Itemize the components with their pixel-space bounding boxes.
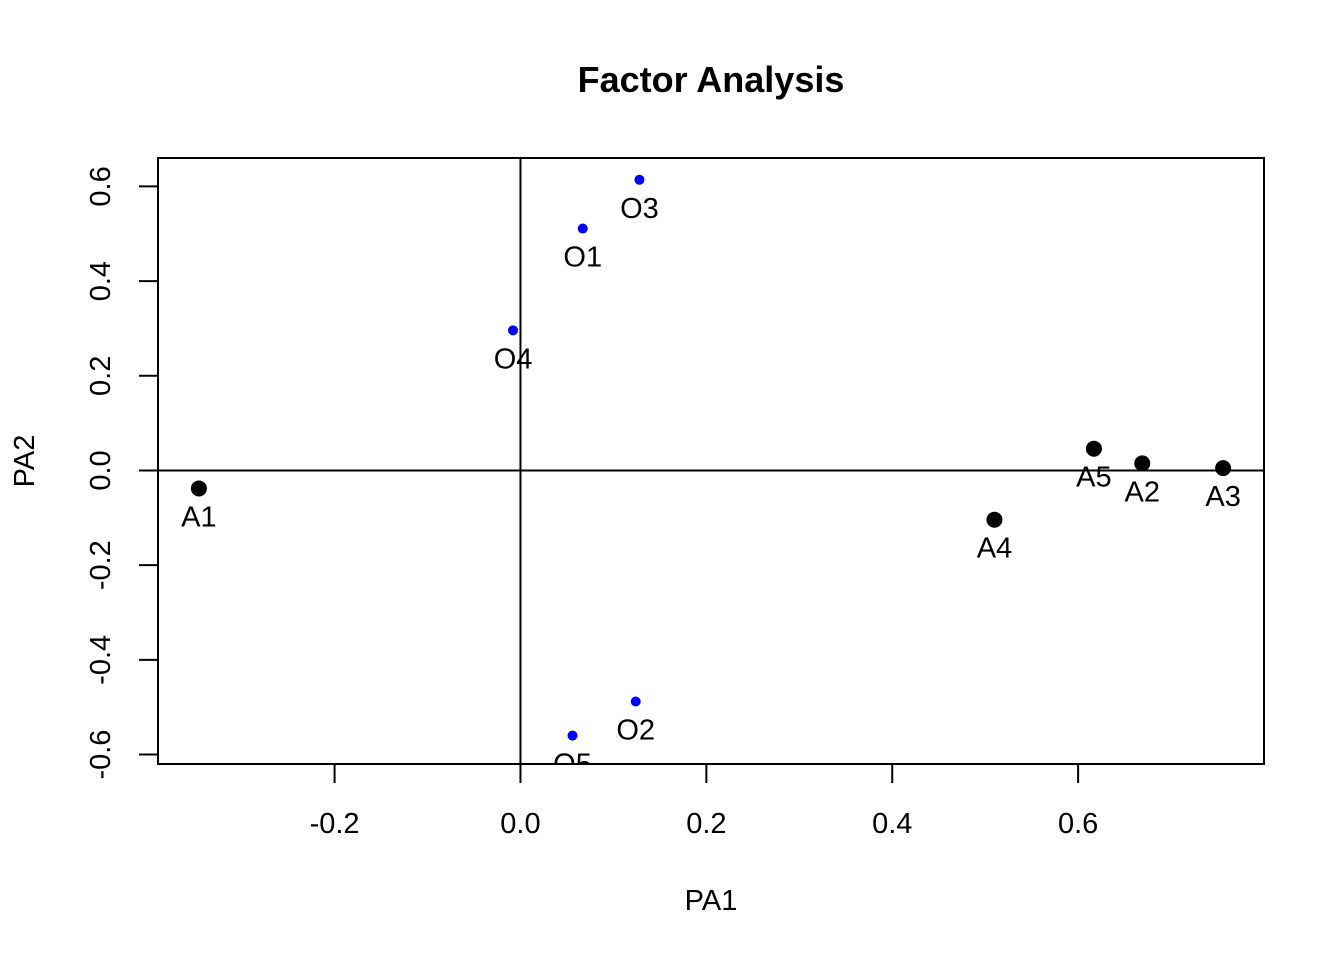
data-point <box>634 174 645 185</box>
point-label: A4 <box>977 533 1012 565</box>
point-label: A2 <box>1125 476 1160 508</box>
point-label: O1 <box>563 242 602 274</box>
x-axis: -0.2 0.0 0.2 0.4 0.6 <box>310 763 1098 840</box>
data-point <box>567 730 578 741</box>
y-tick-label: 0.4 <box>85 261 117 301</box>
y-tick-label: -0.4 <box>85 635 117 685</box>
point-label: O4 <box>494 343 533 375</box>
point-label: O5 <box>553 749 592 781</box>
data-point <box>1215 460 1232 477</box>
x-tick-label: 0.0 <box>500 808 540 840</box>
data-point <box>630 696 641 707</box>
point-label: O2 <box>616 715 655 747</box>
data-point <box>577 223 588 234</box>
y-tick-label: 0.6 <box>85 166 117 206</box>
point-label: A3 <box>1205 481 1240 513</box>
plot-area: A1 A2 A3 A4 A5 O1 O2 O3 O4 O5 <box>157 157 1265 781</box>
y-tick-label: -0.2 <box>85 540 117 590</box>
x-tick-label: 0.4 <box>872 808 912 840</box>
y-tick-label: 0.0 <box>85 450 117 490</box>
point-label: A1 <box>181 501 216 533</box>
point-label: O3 <box>620 193 659 225</box>
data-point <box>986 511 1003 528</box>
y-tick-label: -0.6 <box>85 730 117 780</box>
x-axis-label: PA1 <box>685 885 738 917</box>
x-tick-label: -0.2 <box>310 808 360 840</box>
data-point <box>1134 455 1151 472</box>
point-label: A5 <box>1076 462 1111 494</box>
x-tick-label: 0.2 <box>686 808 726 840</box>
y-tick-label: 0.2 <box>85 356 117 396</box>
y-axis: -0.6 -0.4 -0.2 0.0 0.2 0.4 0.6 <box>85 166 159 780</box>
chart-title: Factor Analysis <box>578 59 845 100</box>
y-axis-label: PA2 <box>9 435 41 488</box>
data-point <box>1085 440 1102 457</box>
data-point <box>190 480 207 497</box>
x-tick-label: 0.6 <box>1058 808 1098 840</box>
data-point <box>508 325 519 336</box>
